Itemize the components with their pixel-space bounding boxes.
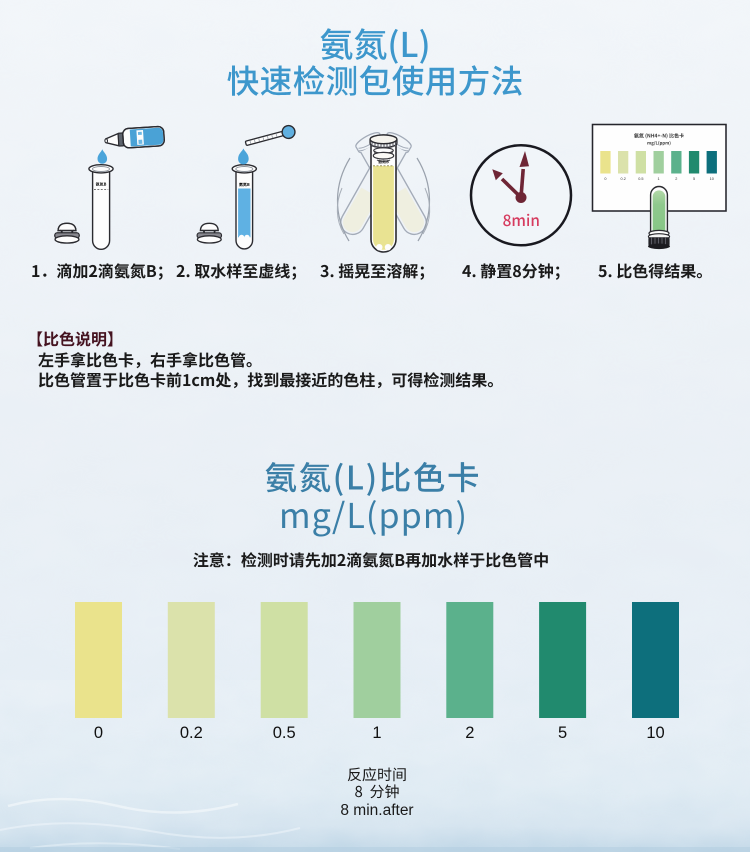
- svg-text:5: 5: [693, 177, 695, 181]
- svg-text:0.5: 0.5: [638, 177, 643, 181]
- svg-text:5: 5: [558, 724, 567, 742]
- svg-text:0.5: 0.5: [273, 724, 296, 742]
- svg-text:10: 10: [710, 177, 714, 181]
- svg-text:2: 2: [465, 724, 474, 742]
- svg-text:0: 0: [94, 724, 103, 742]
- svg-text:0.2: 0.2: [180, 724, 203, 742]
- svg-text:1: 1: [658, 177, 660, 181]
- svg-text:1: 1: [372, 724, 381, 742]
- svg-text:2: 2: [675, 177, 677, 181]
- svg-text:8 min.after: 8 min.after: [340, 802, 413, 819]
- svg-text:0: 0: [604, 177, 606, 181]
- svg-text:0.2: 0.2: [621, 177, 626, 181]
- svg-text:10: 10: [646, 724, 664, 742]
